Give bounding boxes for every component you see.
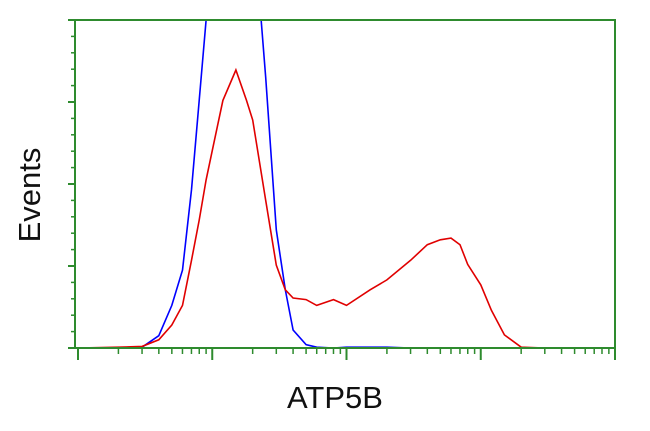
plot-frame [74,19,616,349]
y-axis-label: Events [12,148,47,243]
x-axis-label: ATP5B [287,380,383,415]
histogram-line [78,20,545,348]
plot-area [77,20,545,348]
histogram-line [77,67,545,348]
